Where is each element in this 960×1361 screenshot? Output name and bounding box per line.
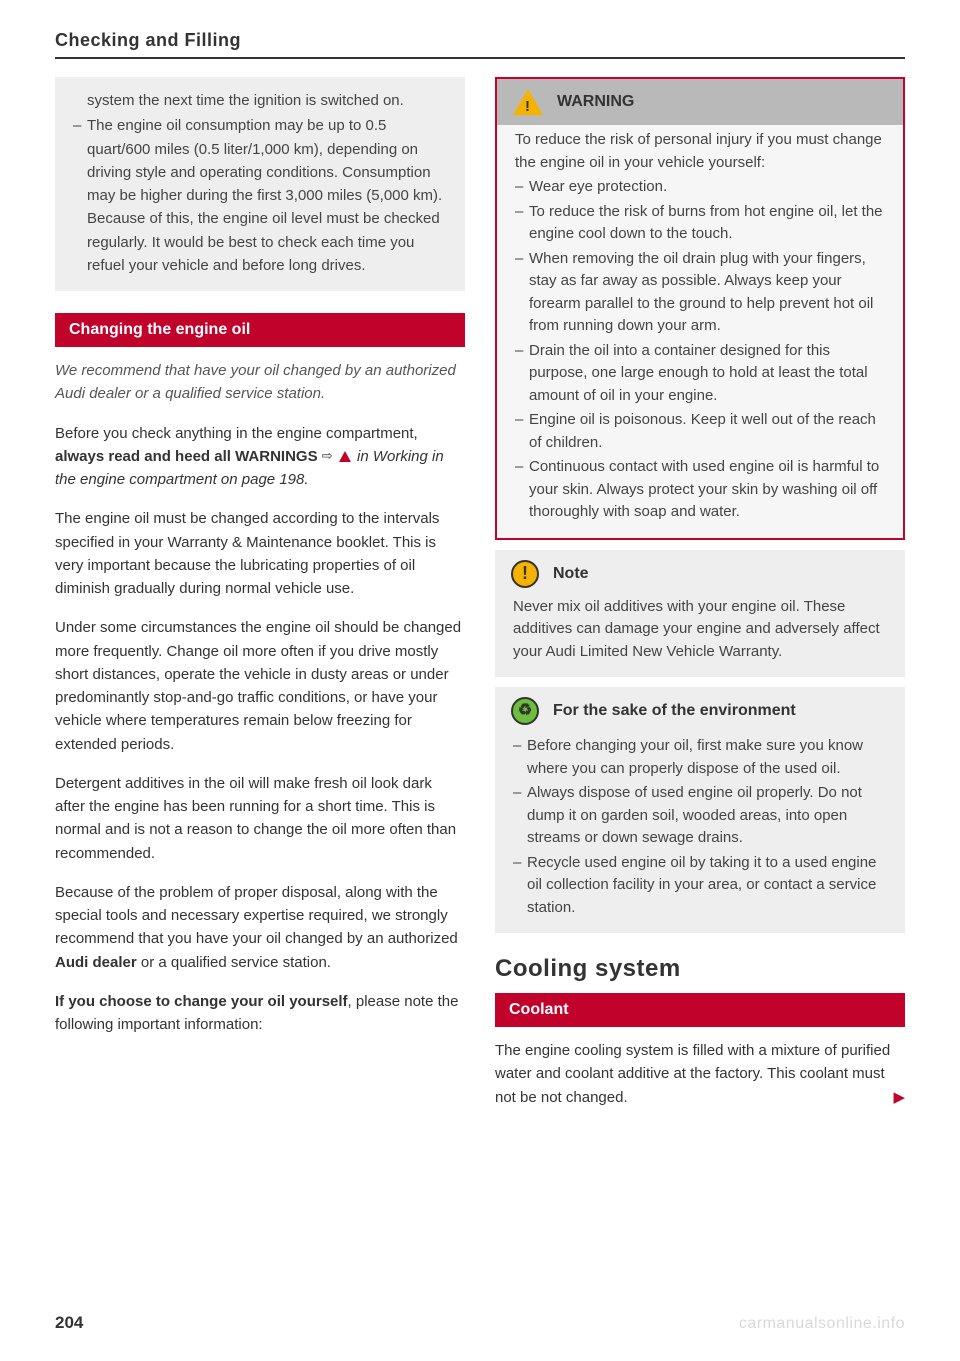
env-body: –Before changing your oil, first make su… <box>495 729 905 933</box>
bullet-text: When removing the oil drain plug with yo… <box>529 248 885 338</box>
intro-text: We recommend that have your oil changed … <box>55 359 465 406</box>
bullet-text: Before changing your oil, first make sur… <box>527 735 887 780</box>
env-b2: –Always dispose of used engine oil prope… <box>513 782 887 850</box>
left-column: system the next time the ignition is swi… <box>55 77 465 1109</box>
continuation-box: system the next time the ignition is swi… <box>55 77 465 291</box>
heading-coolant: Coolant <box>495 993 905 1027</box>
watermark: carmanualsonline.info <box>739 1315 905 1333</box>
bullet-text: Engine oil is poisonous. Keep it well ou… <box>529 409 885 454</box>
recycle-icon: ♻ <box>511 697 539 725</box>
p5-b: or a qualified service station. <box>137 954 331 971</box>
note-callout: ! Note Never mix oil additives with your… <box>495 550 905 678</box>
p1-a: Before you check anything in the engine … <box>55 425 418 442</box>
note-header: ! Note <box>495 550 905 592</box>
warning-callout: WARNING To reduce the risk of personal i… <box>495 77 905 540</box>
continue-arrow-icon: ▶ <box>893 1086 905 1109</box>
warning-header: WARNING <box>497 79 903 125</box>
dash-icon: – <box>515 176 529 199</box>
dash-icon: – <box>515 409 529 454</box>
warning-triangle-icon <box>339 451 351 462</box>
env-title: For the sake of the environment <box>553 699 796 723</box>
warning-body: To reduce the risk of personal injury if… <box>497 125 903 538</box>
bullet-text: Wear eye protection. <box>529 176 885 199</box>
warning-triangle-icon <box>513 89 543 115</box>
paragraph-1: Before you check anything in the engine … <box>55 422 465 492</box>
cont-line: system the next time the ignition is swi… <box>73 89 447 112</box>
env-b1: –Before changing your oil, first make su… <box>513 735 887 780</box>
p5-bold: Audi dealer <box>55 954 137 971</box>
right-column: WARNING To reduce the risk of personal i… <box>495 77 905 1109</box>
p6-bold: If you choose to change your oil yoursel… <box>55 993 348 1010</box>
dash-icon: – <box>513 852 527 920</box>
page-number: 204 <box>55 1313 83 1333</box>
dash-icon: – <box>513 782 527 850</box>
p1-bold: always read and heed all WARNINGS <box>55 448 318 465</box>
content-columns: system the next time the ignition is swi… <box>55 77 905 1109</box>
dash-icon: – <box>515 248 529 338</box>
bullet-text: The engine oil consumption may be up to … <box>87 114 447 277</box>
dash-icon: – <box>515 201 529 246</box>
dash-icon: – <box>515 456 529 524</box>
env-b3: –Recycle used engine oil by taking it to… <box>513 852 887 920</box>
bullet-text: To reduce the risk of burns from hot eng… <box>529 201 885 246</box>
gray-bullet: – The engine oil consumption may be up t… <box>73 114 447 277</box>
dash-icon: – <box>513 735 527 780</box>
paragraph-5: Because of the problem of proper disposa… <box>55 881 465 974</box>
section-cooling-system: Cooling system <box>495 955 905 983</box>
warning-title: WARNING <box>557 90 634 114</box>
env-header: ♻ For the sake of the environment <box>495 687 905 729</box>
page-header: Checking and Filling <box>55 30 905 59</box>
note-icon: ! <box>511 560 539 588</box>
warn-b5: –Engine oil is poisonous. Keep it well o… <box>515 409 885 454</box>
warn-b2: –To reduce the risk of burns from hot en… <box>515 201 885 246</box>
warn-b3: –When removing the oil drain plug with y… <box>515 248 885 338</box>
note-body: Never mix oil additives with your engine… <box>495 592 905 678</box>
bullet-text: Always dispose of used engine oil proper… <box>527 782 887 850</box>
warn-b6: –Continuous contact with used engine oil… <box>515 456 885 524</box>
dash-icon: – <box>73 114 87 277</box>
bullet-text: Continuous contact with used engine oil … <box>529 456 885 524</box>
paragraph-2: The engine oil must be changed according… <box>55 507 465 600</box>
warning-intro: To reduce the risk of personal injury if… <box>515 129 885 174</box>
warn-b1: –Wear eye protection. <box>515 176 885 199</box>
link-arrow-icon: ⇨ <box>322 446 333 466</box>
coolant-paragraph: The engine cooling system is filled with… <box>495 1039 905 1109</box>
coolant-text: The engine cooling system is filled with… <box>495 1042 890 1106</box>
p5-a: Because of the problem of proper disposa… <box>55 884 458 948</box>
note-title: Note <box>553 562 589 586</box>
environment-callout: ♻ For the sake of the environment –Befor… <box>495 687 905 933</box>
paragraph-3: Under some circumstances the engine oil … <box>55 616 465 756</box>
paragraph-6: If you choose to change your oil yoursel… <box>55 990 465 1037</box>
paragraph-4: Detergent additives in the oil will make… <box>55 772 465 865</box>
warn-b4: –Drain the oil into a container designed… <box>515 340 885 408</box>
dash-icon: – <box>515 340 529 408</box>
bullet-text: Drain the oil into a container designed … <box>529 340 885 408</box>
heading-changing-oil: Changing the engine oil <box>55 313 465 347</box>
bullet-text: Recycle used engine oil by taking it to … <box>527 852 887 920</box>
